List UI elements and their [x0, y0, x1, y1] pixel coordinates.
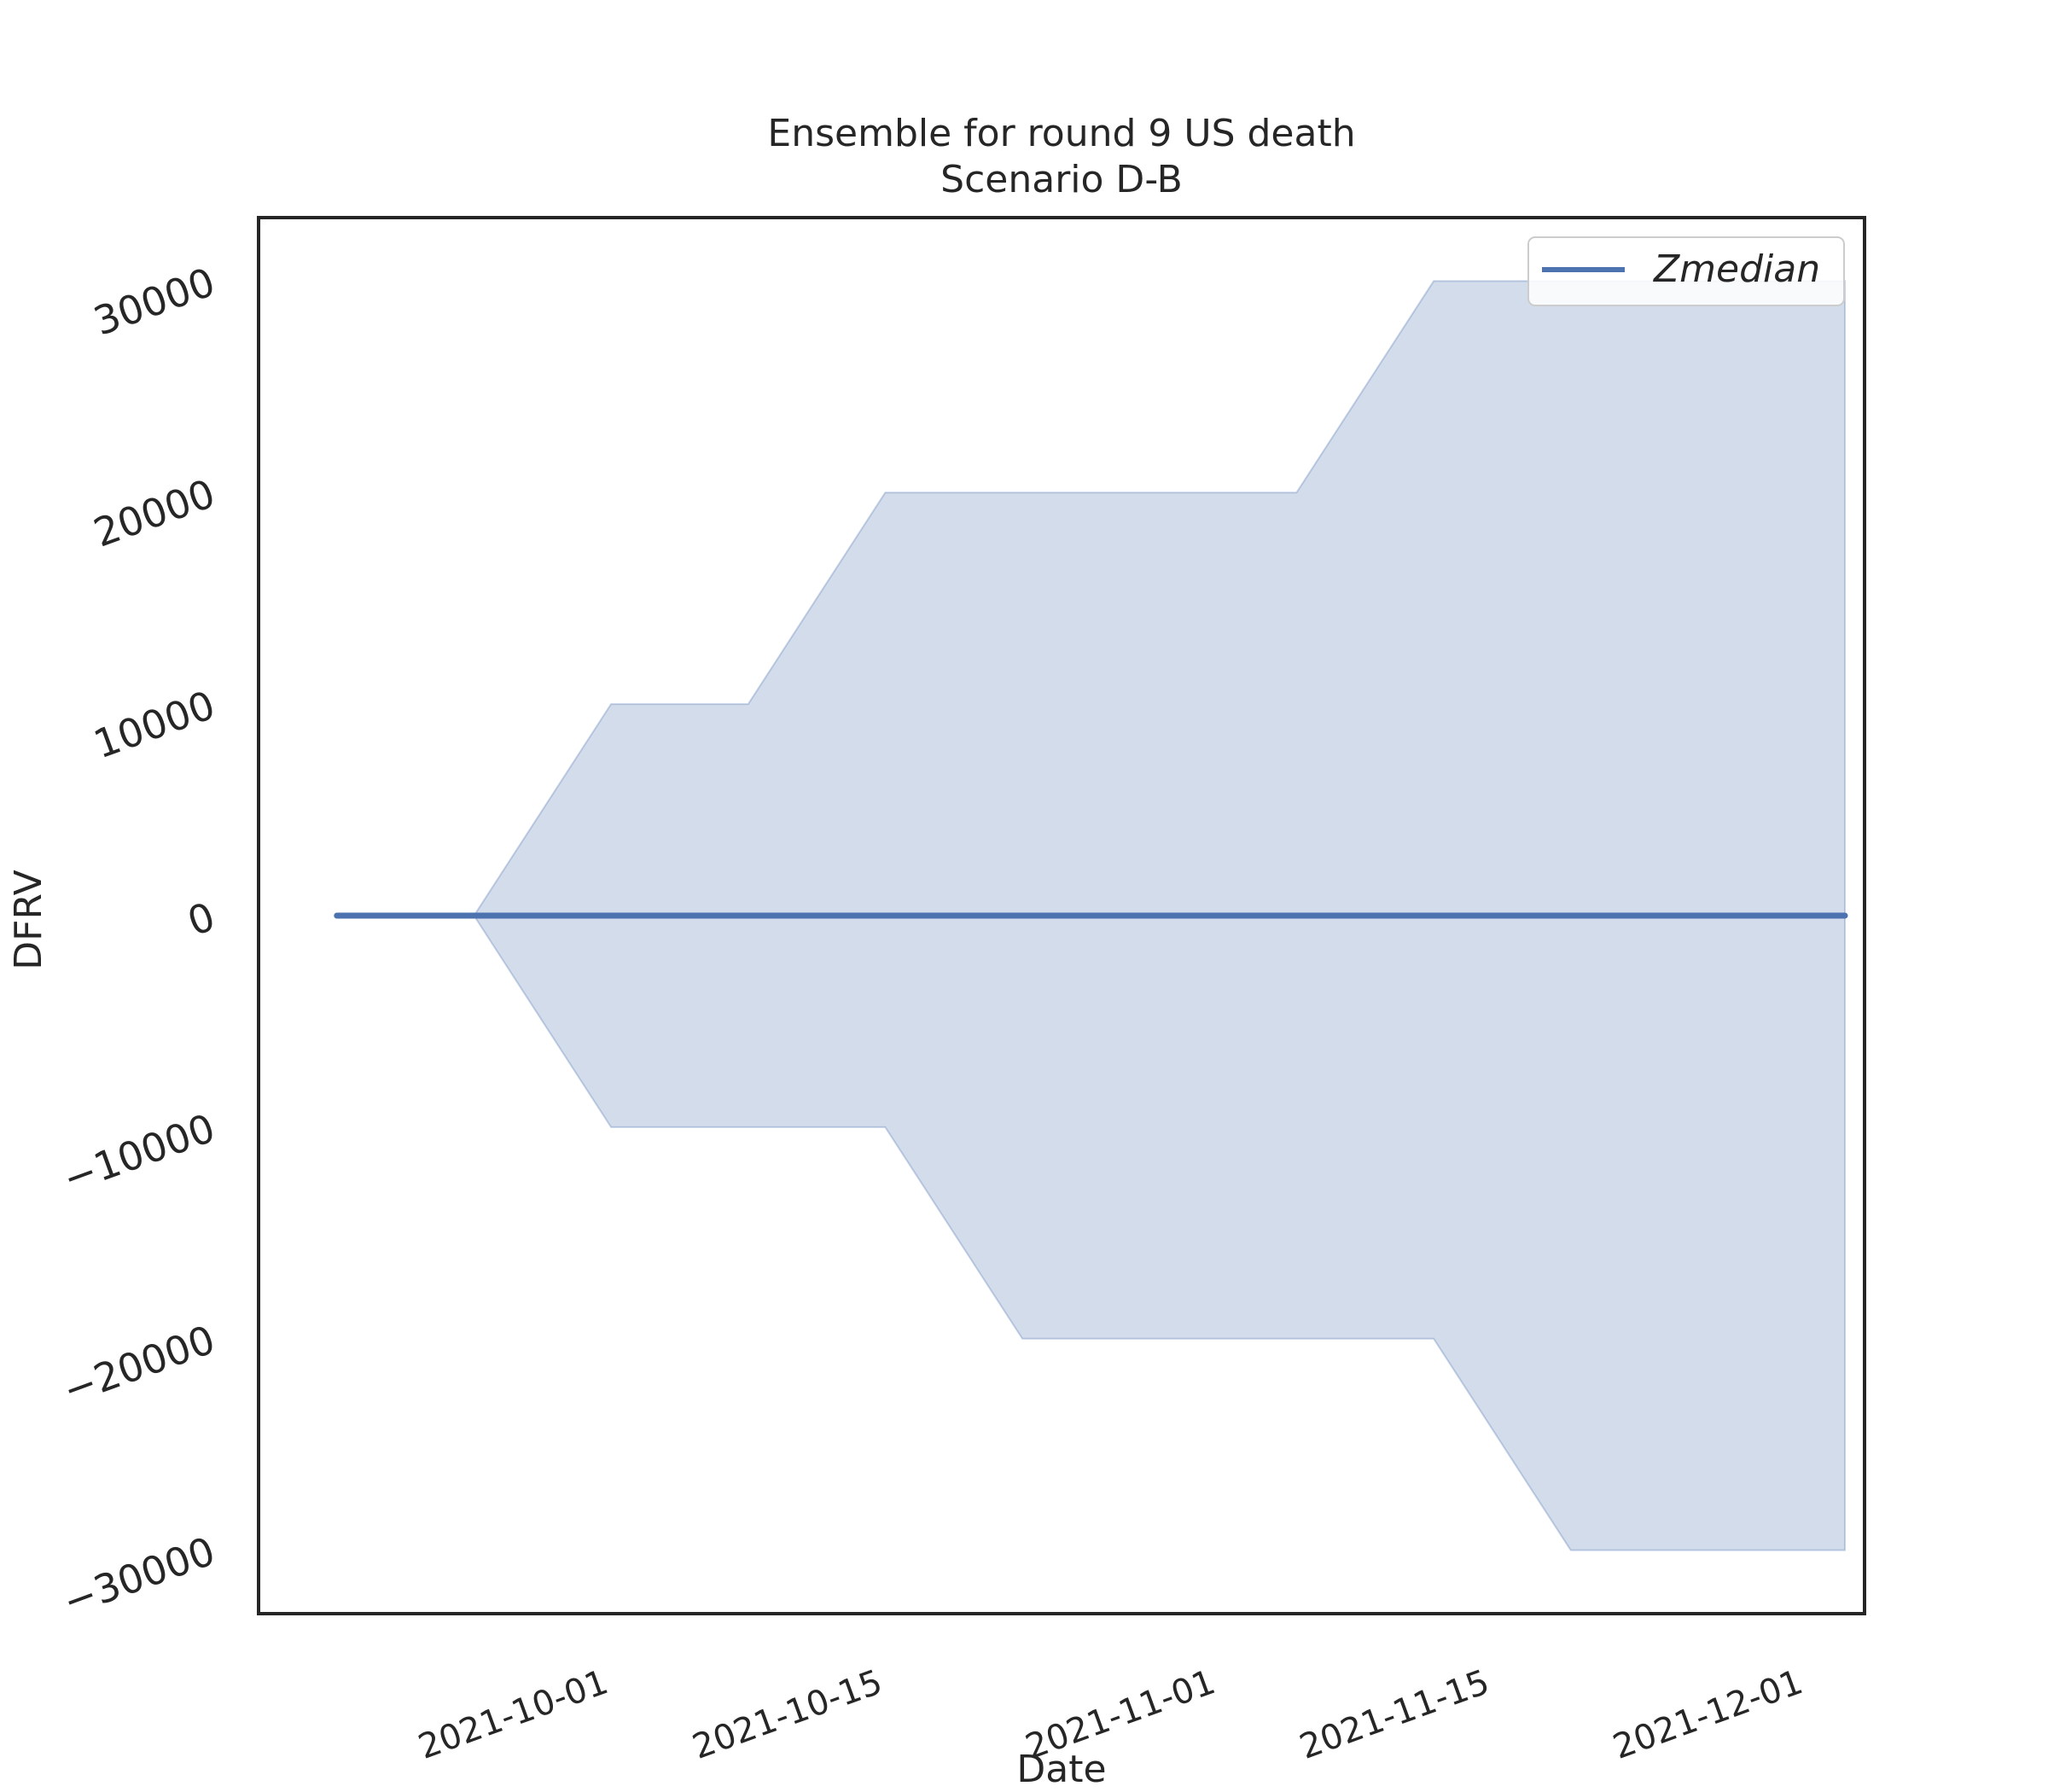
x-axis-ticks: 2021-10-01 2021-10-15 2021-11-01 2021-11-15…	[413, 1662, 1807, 1767]
x-axis-label: Date	[1016, 1748, 1106, 1791]
x-tick-label: 2021-12-01	[1608, 1662, 1807, 1767]
y-tick-label: 30000	[88, 259, 221, 345]
y-axis-ticks: −30000 −20000 −10000 0 10000 20000 30000	[57, 259, 221, 1625]
y-tick-label: 0	[182, 893, 221, 945]
y-tick-label: −20000	[57, 1316, 221, 1413]
chart-title: Ensemble for round 9 US death	[767, 112, 1355, 155]
legend-label: Zmedian	[1653, 247, 1820, 291]
y-tick-label: 20000	[88, 470, 221, 556]
plot-frame	[257, 216, 1866, 1615]
x-tick-label: 2021-10-01	[413, 1662, 613, 1767]
legend-box	[1527, 236, 1845, 306]
legend: Zmedian	[1527, 236, 1845, 306]
y-tick-label: −30000	[57, 1527, 221, 1625]
y-tick-label: 10000	[88, 682, 221, 768]
chart-subtitle: Scenario D-B	[940, 158, 1183, 201]
y-axis-label: DFRV	[7, 870, 50, 969]
x-tick-label: 2021-11-15	[1295, 1662, 1494, 1767]
y-tick-label: −10000	[57, 1104, 221, 1201]
x-tick-label: 2021-10-15	[688, 1662, 887, 1767]
